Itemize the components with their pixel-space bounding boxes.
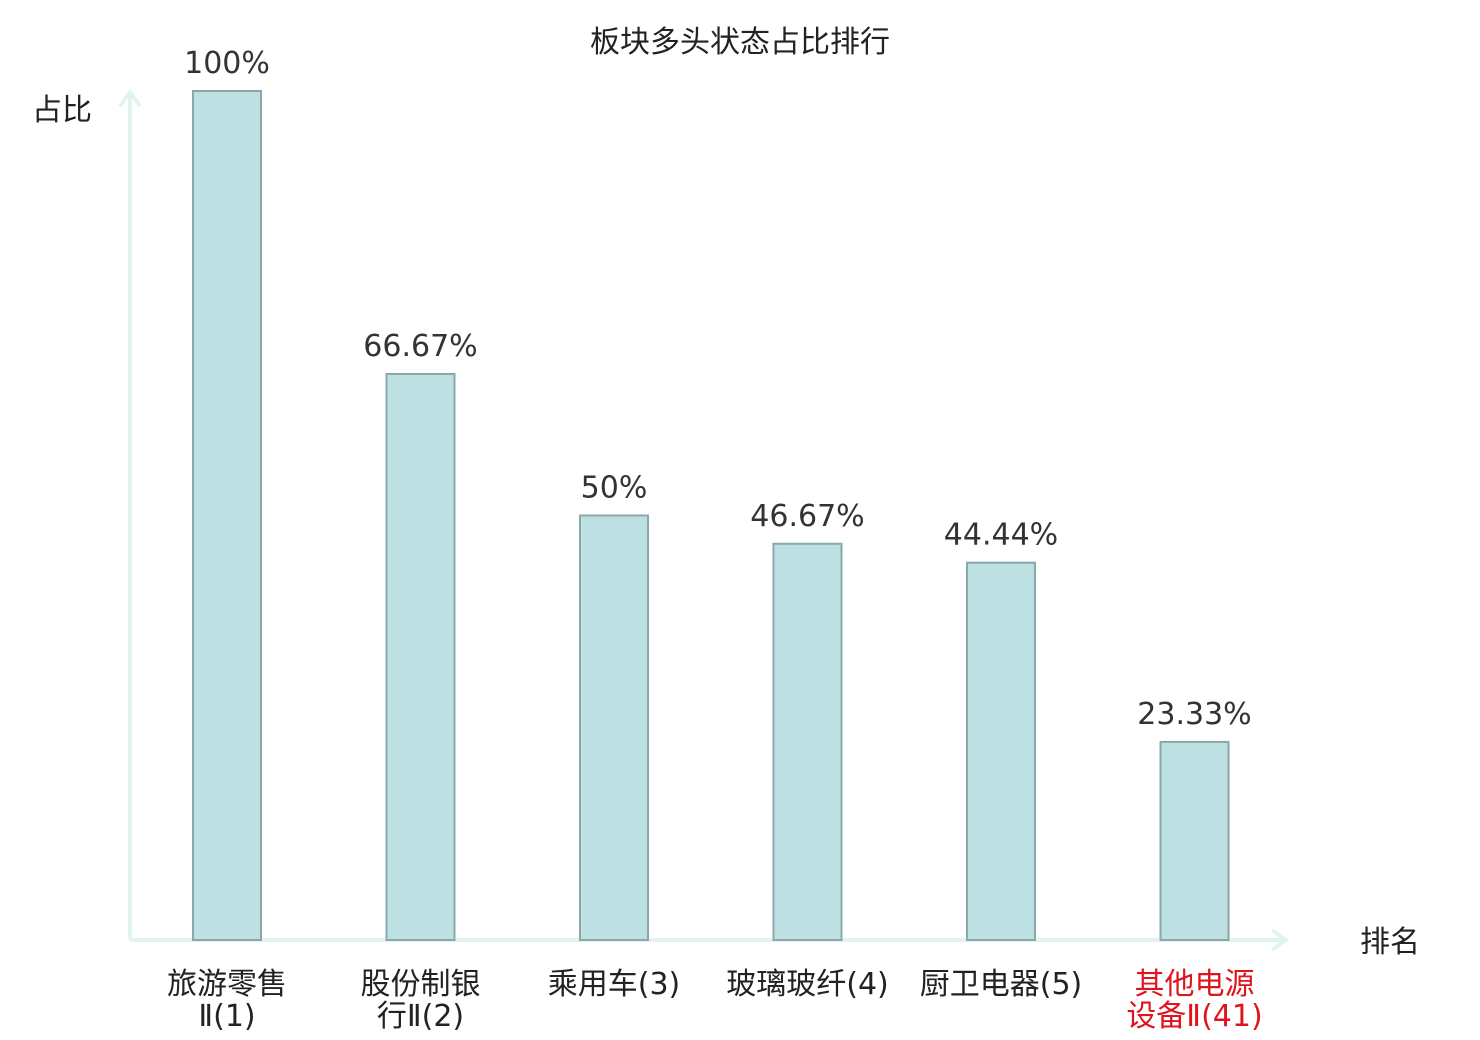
x-axis-arrow-icon xyxy=(1270,928,1290,952)
category-label: Ⅱ(1) xyxy=(198,999,255,1034)
bar xyxy=(385,372,456,942)
bar xyxy=(192,90,262,941)
category-label: 股份制银 xyxy=(361,967,481,1002)
category-label: 设备Ⅱ(41) xyxy=(1126,999,1262,1034)
category-label: 玻璃玻纤(4) xyxy=(726,967,889,1002)
value-label: 100% xyxy=(184,46,270,81)
category-label: 乘用车(3) xyxy=(548,967,681,1002)
category-label: 其他电源 xyxy=(1135,967,1255,1002)
category-label: 厨卫电器(5) xyxy=(920,967,1083,1002)
value-labels-group: 100% 66.67% 50% 46.67% 44.44% 23.33% xyxy=(184,46,1252,732)
bar xyxy=(966,561,1036,941)
y-axis-arrow-icon xyxy=(118,88,142,108)
bars-group xyxy=(192,90,1230,942)
chart-title: 板块多头状态占比排行 xyxy=(590,25,890,60)
value-label: 66.67% xyxy=(363,329,477,364)
bar xyxy=(1159,740,1230,941)
value-label: 50% xyxy=(581,471,648,506)
value-label: 46.67% xyxy=(750,499,864,534)
x-axis-label: 排名 xyxy=(1360,925,1420,960)
axes xyxy=(118,88,1290,952)
value-label: 23.33% xyxy=(1137,697,1251,732)
category-label: 旅游零售 xyxy=(167,967,287,1002)
y-axis-label: 占比 xyxy=(32,93,92,128)
value-label: 44.44% xyxy=(944,518,1058,553)
bar xyxy=(579,514,649,941)
bar xyxy=(772,542,843,942)
category-label: 行Ⅱ(2) xyxy=(377,999,464,1034)
